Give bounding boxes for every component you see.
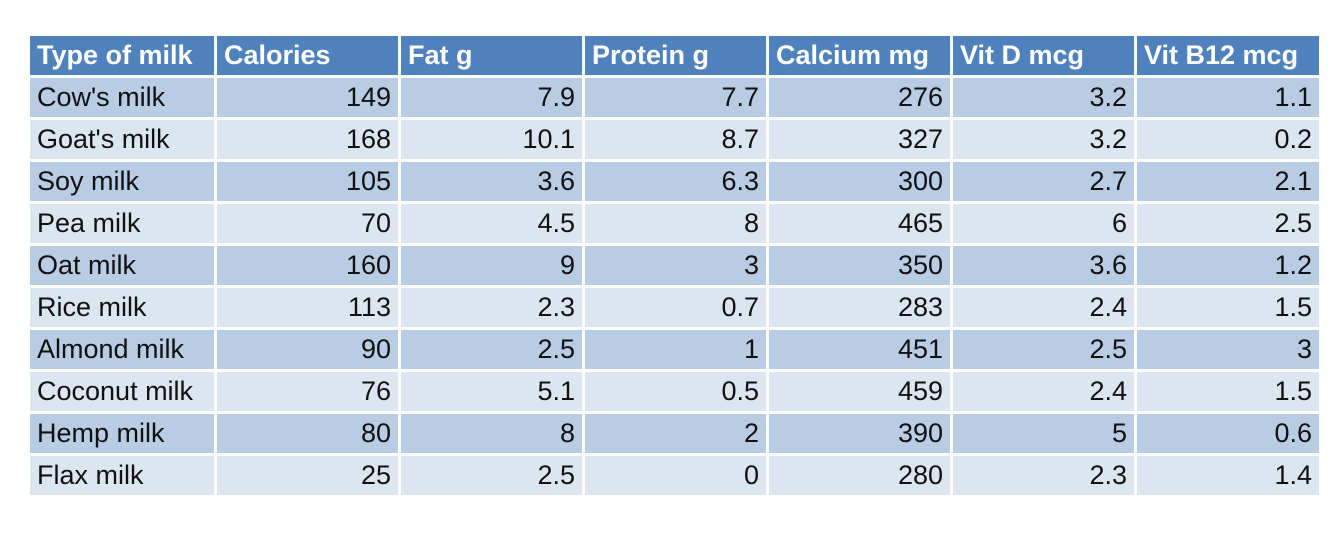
calories-cell: 80: [217, 414, 398, 453]
fat-cell: 2.5: [401, 330, 582, 369]
table-row: Soy milk 105 3.6 6.3 300 2.7 2.1: [30, 162, 1319, 201]
vit-d-cell: 5: [953, 414, 1134, 453]
calories-cell: 90: [217, 330, 398, 369]
header-fat: Fat g: [401, 36, 582, 75]
fat-cell: 2.5: [401, 456, 582, 495]
table-row: Cow's milk 149 7.9 7.7 276 3.2 1.1: [30, 78, 1319, 117]
table-row: Flax milk 25 2.5 0 280 2.3 1.4: [30, 456, 1319, 495]
protein-cell: 8.7: [585, 120, 766, 159]
milk-type-cell: Oat milk: [30, 246, 214, 285]
header-vit-d: Vit D mcg: [953, 36, 1134, 75]
vit-b12-cell: 1.5: [1137, 372, 1319, 411]
header-vit-b12: Vit B12 mcg: [1137, 36, 1319, 75]
vit-d-cell: 3.2: [953, 78, 1134, 117]
fat-cell: 7.9: [401, 78, 582, 117]
table-row: Pea milk 70 4.5 8 465 6 2.5: [30, 204, 1319, 243]
vit-d-cell: 2.4: [953, 288, 1134, 327]
milk-type-cell: Hemp milk: [30, 414, 214, 453]
vit-d-cell: 2.7: [953, 162, 1134, 201]
fat-cell: 9: [401, 246, 582, 285]
milk-type-cell: Goat's milk: [30, 120, 214, 159]
protein-cell: 8: [585, 204, 766, 243]
protein-cell: 6.3: [585, 162, 766, 201]
header-calcium: Calcium mg: [769, 36, 950, 75]
fat-cell: 8: [401, 414, 582, 453]
vit-b12-cell: 0.6: [1137, 414, 1319, 453]
table-row: Coconut milk 76 5.1 0.5 459 2.4 1.5: [30, 372, 1319, 411]
protein-cell: 7.7: [585, 78, 766, 117]
calories-cell: 105: [217, 162, 398, 201]
table-body: Cow's milk 149 7.9 7.7 276 3.2 1.1 Goat'…: [30, 78, 1319, 495]
protein-cell: 1: [585, 330, 766, 369]
milk-type-cell: Rice milk: [30, 288, 214, 327]
fat-cell: 4.5: [401, 204, 582, 243]
calories-cell: 76: [217, 372, 398, 411]
calcium-cell: 390: [769, 414, 950, 453]
table-header: Type of milk Calories Fat g Protein g Ca…: [30, 36, 1319, 75]
fat-cell: 10.1: [401, 120, 582, 159]
vit-d-cell: 3.6: [953, 246, 1134, 285]
calories-cell: 70: [217, 204, 398, 243]
vit-d-cell: 3.2: [953, 120, 1134, 159]
protein-cell: 0.7: [585, 288, 766, 327]
vit-b12-cell: 1.4: [1137, 456, 1319, 495]
calories-cell: 113: [217, 288, 398, 327]
milk-type-cell: Soy milk: [30, 162, 214, 201]
milk-type-cell: Cow's milk: [30, 78, 214, 117]
protein-cell: 0: [585, 456, 766, 495]
table-row: Hemp milk 80 8 2 390 5 0.6: [30, 414, 1319, 453]
header-row: Type of milk Calories Fat g Protein g Ca…: [30, 36, 1319, 75]
protein-cell: 0.5: [585, 372, 766, 411]
calcium-cell: 280: [769, 456, 950, 495]
vit-d-cell: 6: [953, 204, 1134, 243]
table-row: Goat's milk 168 10.1 8.7 327 3.2 0.2: [30, 120, 1319, 159]
vit-b12-cell: 2.5: [1137, 204, 1319, 243]
vit-d-cell: 2.5: [953, 330, 1134, 369]
table-row: Oat milk 160 9 3 350 3.6 1.2: [30, 246, 1319, 285]
milk-type-cell: Flax milk: [30, 456, 214, 495]
table-row: Rice milk 113 2.3 0.7 283 2.4 1.5: [30, 288, 1319, 327]
calcium-cell: 465: [769, 204, 950, 243]
header-calories: Calories: [217, 36, 398, 75]
vit-b12-cell: 3: [1137, 330, 1319, 369]
calcium-cell: 459: [769, 372, 950, 411]
milk-nutrition-table: Type of milk Calories Fat g Protein g Ca…: [27, 33, 1322, 498]
fat-cell: 5.1: [401, 372, 582, 411]
milk-type-cell: Coconut milk: [30, 372, 214, 411]
header-type-of-milk: Type of milk: [30, 36, 214, 75]
calories-cell: 160: [217, 246, 398, 285]
vit-b12-cell: 1.1: [1137, 78, 1319, 117]
calcium-cell: 276: [769, 78, 950, 117]
milk-type-cell: Almond milk: [30, 330, 214, 369]
calories-cell: 149: [217, 78, 398, 117]
calcium-cell: 283: [769, 288, 950, 327]
fat-cell: 3.6: [401, 162, 582, 201]
fat-cell: 2.3: [401, 288, 582, 327]
calcium-cell: 350: [769, 246, 950, 285]
vit-b12-cell: 1.5: [1137, 288, 1319, 327]
calcium-cell: 327: [769, 120, 950, 159]
calcium-cell: 300: [769, 162, 950, 201]
calcium-cell: 451: [769, 330, 950, 369]
vit-d-cell: 2.4: [953, 372, 1134, 411]
vit-b12-cell: 2.1: [1137, 162, 1319, 201]
table-row: Almond milk 90 2.5 1 451 2.5 3: [30, 330, 1319, 369]
header-protein: Protein g: [585, 36, 766, 75]
protein-cell: 2: [585, 414, 766, 453]
vit-b12-cell: 1.2: [1137, 246, 1319, 285]
milk-type-cell: Pea milk: [30, 204, 214, 243]
protein-cell: 3: [585, 246, 766, 285]
vit-d-cell: 2.3: [953, 456, 1134, 495]
calories-cell: 25: [217, 456, 398, 495]
calories-cell: 168: [217, 120, 398, 159]
vit-b12-cell: 0.2: [1137, 120, 1319, 159]
